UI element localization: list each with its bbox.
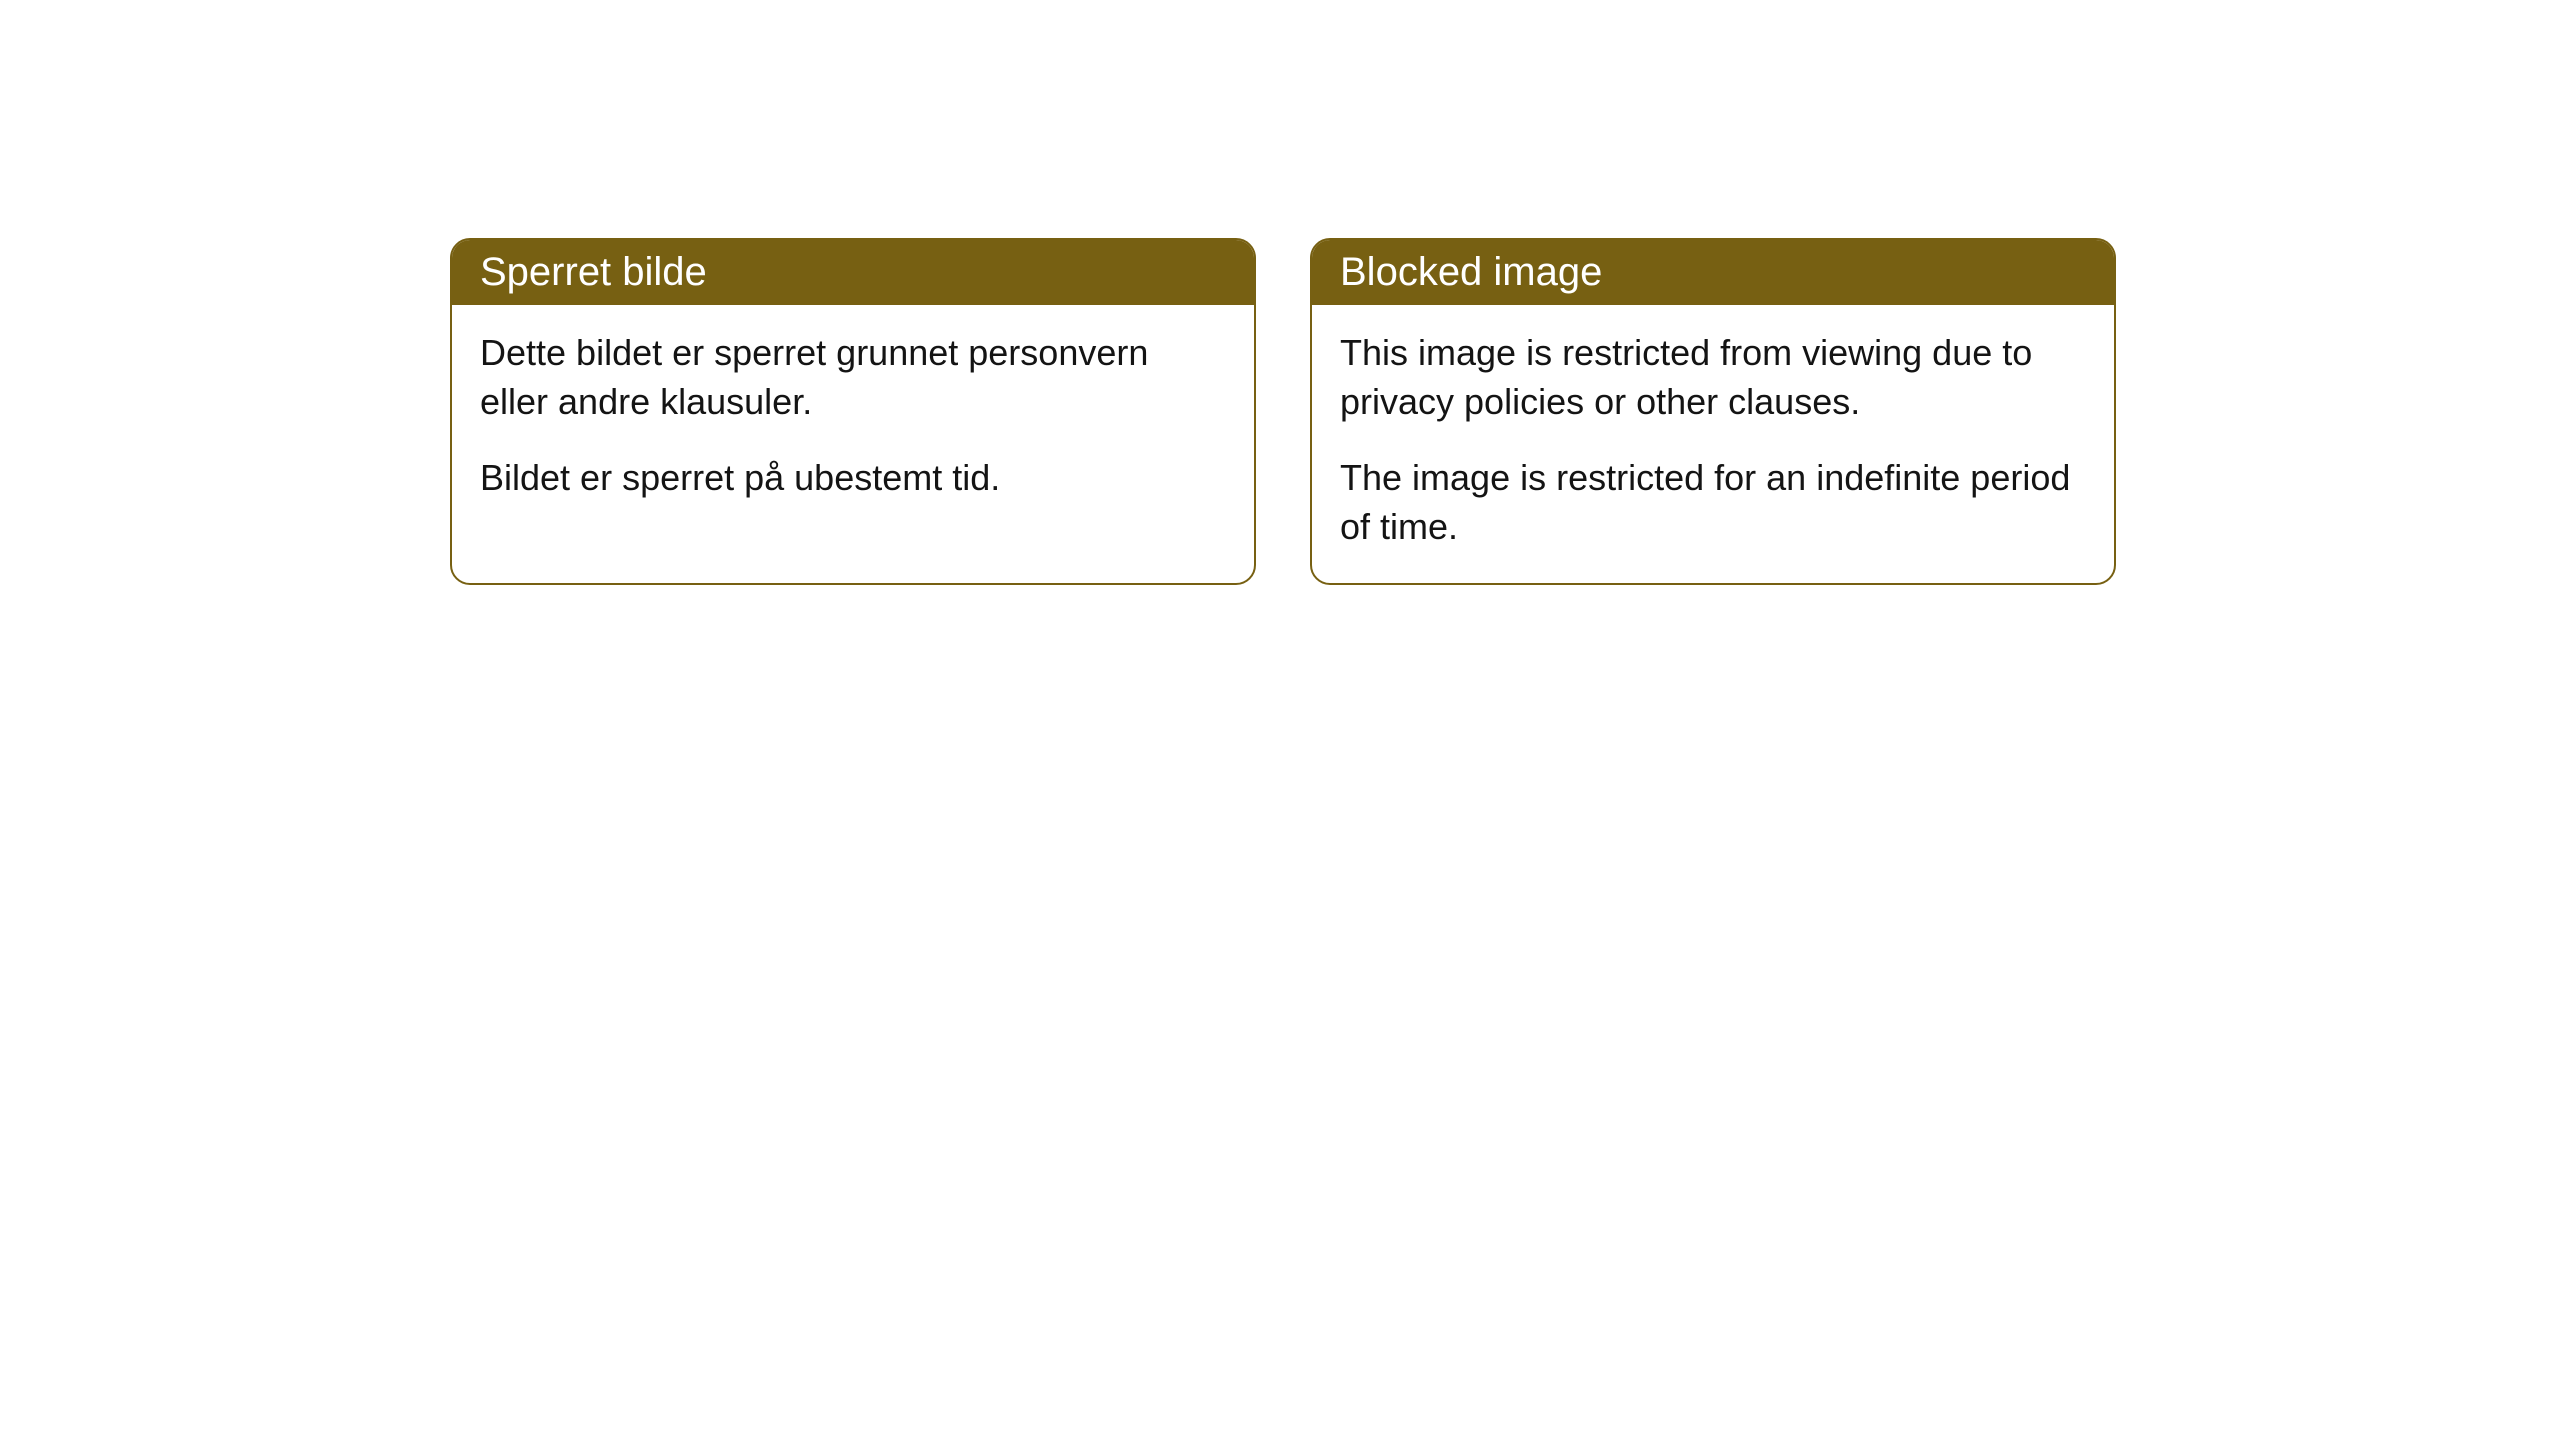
card-para1-en: This image is restricted from viewing du… xyxy=(1340,329,2086,426)
card-title-no: Sperret bilde xyxy=(480,250,707,294)
card-body-no: Dette bildet er sperret grunnet personve… xyxy=(452,305,1254,535)
card-body-en: This image is restricted from viewing du… xyxy=(1312,305,2114,583)
card-para2-en: The image is restricted for an indefinit… xyxy=(1340,454,2086,551)
card-header-en: Blocked image xyxy=(1312,240,2114,305)
card-header-no: Sperret bilde xyxy=(452,240,1254,305)
card-para1-no: Dette bildet er sperret grunnet personve… xyxy=(480,329,1226,426)
cards-container: Sperret bilde Dette bildet er sperret gr… xyxy=(0,0,2560,585)
card-title-en: Blocked image xyxy=(1340,250,1602,294)
blocked-image-card-en: Blocked image This image is restricted f… xyxy=(1310,238,2116,585)
card-para2-no: Bildet er sperret på ubestemt tid. xyxy=(480,454,1226,503)
blocked-image-card-no: Sperret bilde Dette bildet er sperret gr… xyxy=(450,238,1256,585)
